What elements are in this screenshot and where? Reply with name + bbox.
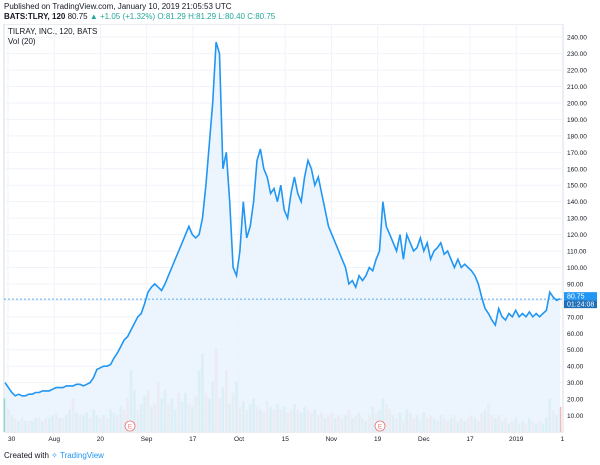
tradingview-brand[interactable]: TradingView: [59, 451, 104, 460]
x-tick-label: 2019: [509, 436, 524, 443]
symbol-info: BATS:TLRY, 120 80.75 ▲ +1.05 (+1.32%) O:…: [4, 12, 275, 21]
y-tick-label: 30.00: [567, 380, 584, 387]
x-tick-label: Sep: [141, 436, 153, 443]
published-label: Published on TradingView.com, January 10…: [4, 2, 232, 11]
y-tick-label: 210.00: [567, 84, 587, 91]
legend-title: TILRAY, INC., 120, BATS: [8, 27, 97, 36]
earnings-marker-label: E: [128, 423, 133, 430]
price-badges: 80.75 01:24:08: [564, 292, 597, 308]
price-change: ▲ +1.05 (+1.32%): [89, 12, 156, 21]
y-tick-label: 70.00: [567, 314, 584, 321]
y-axis: 10.0020.0030.0040.0050.0060.0070.0080.00…: [567, 35, 587, 420]
y-tick-label: 60.00: [567, 331, 584, 338]
created-with-label: Created with: [4, 451, 49, 460]
x-tick-label: Nov: [326, 436, 338, 443]
x-tick-label: 17: [189, 436, 197, 443]
y-tick-label: 50.00: [567, 347, 584, 354]
y-tick-label: 200.00: [567, 100, 587, 107]
price-badge-bg: [564, 292, 597, 301]
x-tick-label: Aug: [48, 436, 60, 443]
y-tick-label: 180.00: [567, 133, 587, 140]
earnings-marker-label: E: [378, 423, 383, 430]
earnings-marker-icon[interactable]: [124, 420, 136, 432]
x-tick-label: 17: [466, 436, 474, 443]
y-tick-label: 130.00: [567, 216, 587, 223]
price-line: [4, 41, 561, 397]
x-axis: 30 Aug 20 Sep 17 Oct 15 Nov 19 Dec 17 2019 1: [8, 436, 565, 443]
y-tick-label: 170.00: [567, 150, 587, 157]
y-tick-label: 160.00: [567, 166, 587, 173]
x-tick-label: Oct: [234, 436, 244, 443]
price-area: [5, 42, 560, 432]
last-price: 80.75: [67, 12, 88, 21]
y-tick-label: 20.00: [567, 397, 584, 404]
footer: Created with ✧ TradingView: [4, 451, 104, 460]
x-tick-label: 30: [8, 436, 16, 443]
x-tick-label: 19: [374, 436, 382, 443]
y-tick-label: 40.00: [567, 364, 584, 371]
price-badge: 80.75: [567, 293, 585, 300]
earnings-marker-icon[interactable]: [374, 420, 386, 432]
y-tick-label: 90.00: [567, 281, 584, 288]
legend-vol: Vol (20): [8, 37, 36, 46]
y-tick-label: 140.00: [567, 199, 587, 206]
x-tick-label: Dec: [418, 436, 430, 443]
y-tick-label: 190.00: [567, 117, 587, 124]
y-tick-label: 120.00: [567, 232, 587, 239]
y-tick-label: 220.00: [567, 68, 587, 75]
symbol-exchange: BATS:TLRY, 120: [4, 12, 66, 21]
tradingview-logo-icon: ✧: [51, 451, 58, 460]
y-tick-label: 10.00: [567, 413, 584, 420]
countdown-badge: 01:24:08: [567, 301, 594, 308]
x-tick-label: 1: [561, 436, 565, 443]
y-tick-label: 110.00: [567, 249, 587, 256]
y-tick-label: 240.00: [567, 35, 587, 42]
x-tick-label: 20: [97, 436, 105, 443]
ohlc-values: O:81.29 H:81.29 L:80.40 C:80.75: [157, 12, 276, 21]
countdown-badge-bg: [564, 300, 597, 309]
y-tick-label: 100.00: [567, 265, 587, 272]
y-tick-label: 150.00: [567, 183, 587, 190]
y-tick-label: 230.00: [567, 51, 587, 58]
x-tick-label: 15: [282, 436, 290, 443]
price-chart[interactable]: 10.0020.0030.0040.0050.0060.0070.0080.00…: [0, 24, 600, 448]
